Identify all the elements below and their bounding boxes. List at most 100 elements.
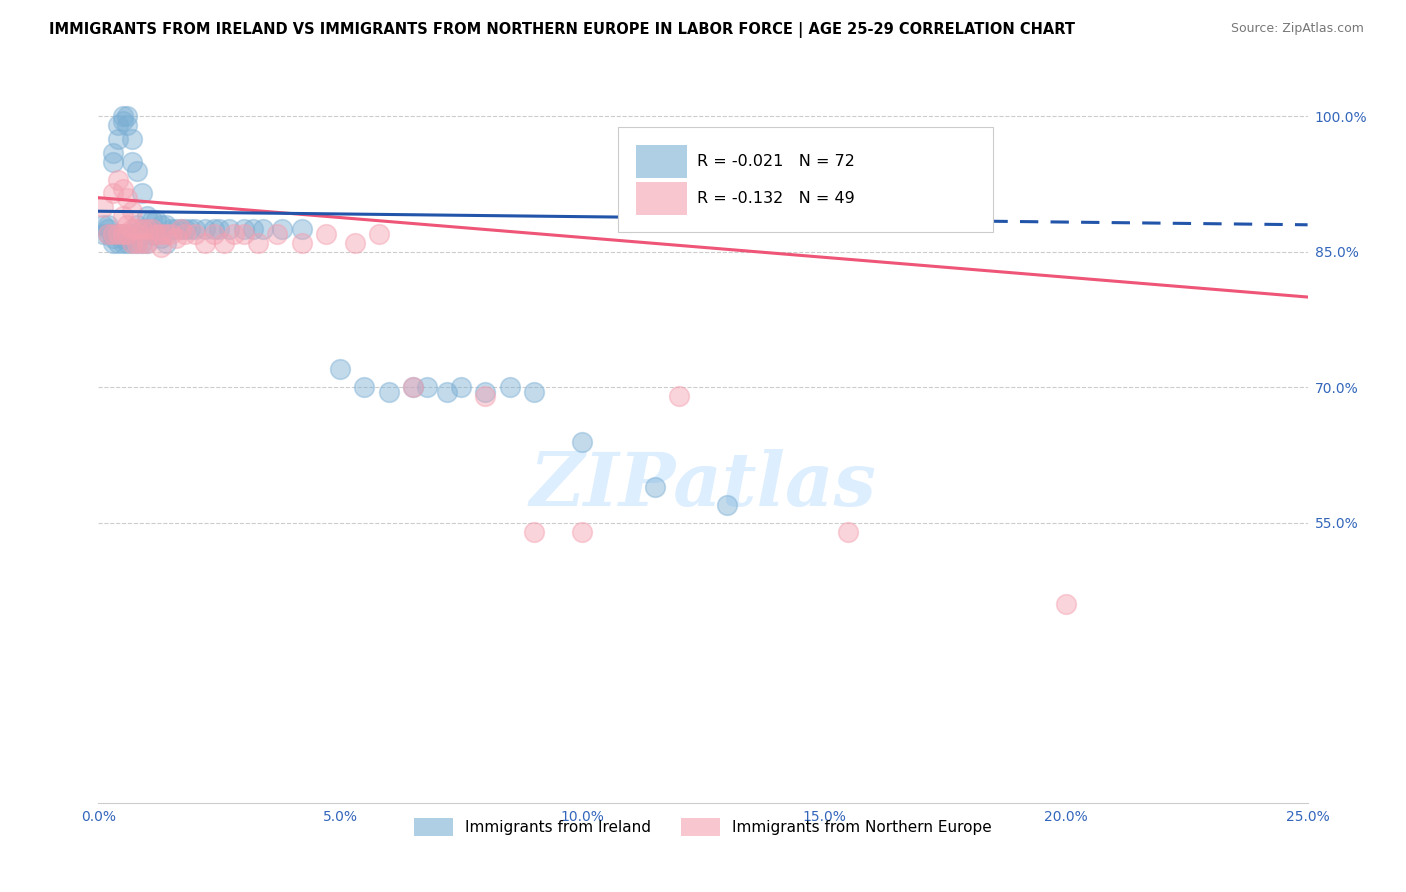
Point	[204, 227, 226, 241]
Point	[145, 227, 167, 241]
Point	[179, 222, 201, 236]
Point	[160, 227, 183, 241]
Point	[111, 114, 134, 128]
Point	[571, 434, 593, 449]
Point	[107, 119, 129, 133]
Point	[121, 154, 143, 169]
Point	[150, 231, 173, 245]
Point	[377, 384, 399, 399]
Point	[436, 384, 458, 399]
Point	[111, 227, 134, 241]
Point	[450, 380, 472, 394]
Point	[121, 235, 143, 250]
Point	[97, 227, 120, 241]
Point	[150, 227, 173, 241]
Point	[644, 480, 666, 494]
Point	[145, 227, 167, 241]
Point	[101, 227, 124, 241]
Point	[271, 222, 294, 236]
FancyBboxPatch shape	[637, 182, 688, 215]
Point	[121, 222, 143, 236]
Point	[474, 389, 496, 403]
Point	[121, 204, 143, 219]
Point	[121, 132, 143, 146]
Point	[111, 181, 134, 195]
Point	[127, 163, 149, 178]
Point	[315, 227, 337, 241]
Point	[174, 222, 197, 236]
Point	[247, 235, 270, 250]
Point	[194, 235, 217, 250]
Legend: Immigrants from Ireland, Immigrants from Northern Europe: Immigrants from Ireland, Immigrants from…	[408, 813, 998, 842]
Point	[218, 222, 240, 236]
Point	[111, 227, 134, 241]
Text: R = -0.021   N = 72: R = -0.021 N = 72	[697, 153, 855, 169]
Point	[160, 222, 183, 236]
Point	[117, 191, 139, 205]
Point	[523, 524, 546, 539]
Point	[117, 227, 139, 241]
Text: ZIPatlas: ZIPatlas	[530, 449, 876, 521]
Point	[165, 222, 187, 236]
Point	[91, 227, 114, 241]
Point	[208, 222, 231, 236]
Point	[145, 213, 167, 227]
Point	[204, 222, 226, 236]
Point	[474, 384, 496, 399]
Point	[135, 235, 157, 250]
Point	[111, 231, 134, 245]
Point	[135, 222, 157, 236]
Point	[150, 218, 173, 232]
Point	[91, 218, 114, 232]
FancyBboxPatch shape	[637, 145, 688, 178]
Text: IMMIGRANTS FROM IRELAND VS IMMIGRANTS FROM NORTHERN EUROPE IN LABOR FORCE | AGE : IMMIGRANTS FROM IRELAND VS IMMIGRANTS FR…	[49, 22, 1076, 38]
Point	[232, 222, 254, 236]
Point	[184, 227, 207, 241]
Point	[117, 227, 139, 241]
Text: R = -0.132   N = 49: R = -0.132 N = 49	[697, 191, 855, 206]
Point	[127, 235, 149, 250]
Point	[343, 235, 366, 250]
Point	[131, 235, 153, 250]
Point	[107, 132, 129, 146]
Point	[1054, 597, 1077, 611]
Point	[121, 235, 143, 250]
Point	[716, 498, 738, 512]
Point	[212, 235, 235, 250]
Point	[155, 218, 177, 232]
Point	[131, 222, 153, 236]
Point	[131, 186, 153, 201]
Point	[169, 222, 191, 236]
Point	[111, 109, 134, 123]
Point	[174, 227, 197, 241]
Point	[107, 227, 129, 241]
Point	[117, 218, 139, 232]
Point	[101, 154, 124, 169]
Point	[127, 222, 149, 236]
Point	[97, 222, 120, 236]
Point	[101, 186, 124, 201]
Point	[91, 200, 114, 214]
Point	[222, 227, 245, 241]
Point	[127, 235, 149, 250]
Point	[101, 227, 124, 241]
Point	[242, 222, 264, 236]
Point	[101, 145, 124, 160]
Point	[101, 231, 124, 245]
Point	[353, 380, 375, 394]
Point	[127, 218, 149, 232]
Point	[117, 109, 139, 123]
Point	[194, 222, 217, 236]
Point	[290, 222, 312, 236]
Point	[402, 380, 425, 394]
Point	[131, 235, 153, 250]
Point	[117, 119, 139, 133]
Point	[155, 235, 177, 250]
Point	[97, 218, 120, 232]
Point	[107, 235, 129, 250]
Point	[97, 227, 120, 241]
Point	[141, 227, 163, 241]
Point	[368, 227, 391, 241]
Point	[266, 227, 288, 241]
Point	[165, 231, 187, 245]
